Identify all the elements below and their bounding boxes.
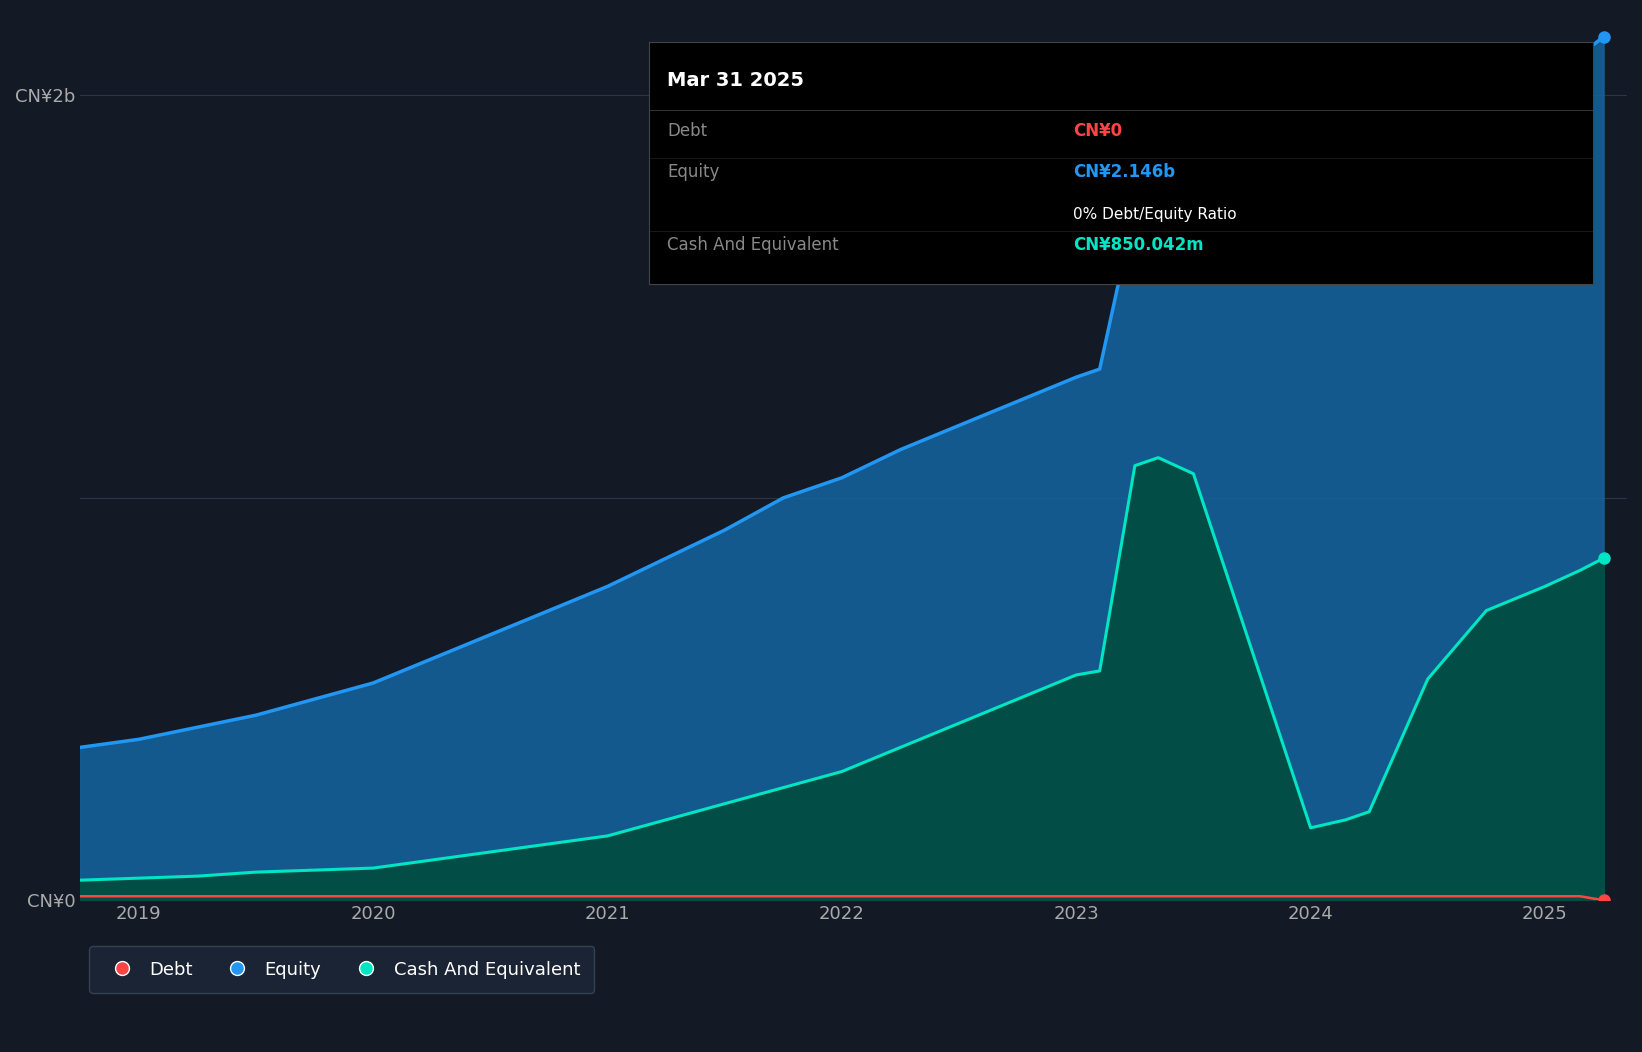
Legend: Debt, Equity, Cash And Equivalent: Debt, Equity, Cash And Equivalent xyxy=(89,946,594,993)
Text: Mar 31 2025: Mar 31 2025 xyxy=(668,72,805,90)
Text: 0% Debt/Equity Ratio: 0% Debt/Equity Ratio xyxy=(1074,206,1236,222)
Text: CN¥0: CN¥0 xyxy=(1074,122,1123,140)
Text: Equity: Equity xyxy=(668,163,719,181)
Text: CN¥2.146b: CN¥2.146b xyxy=(1074,163,1176,181)
Text: Debt: Debt xyxy=(668,122,708,140)
Text: CN¥850.042m: CN¥850.042m xyxy=(1074,236,1204,254)
Text: Cash And Equivalent: Cash And Equivalent xyxy=(668,236,839,254)
